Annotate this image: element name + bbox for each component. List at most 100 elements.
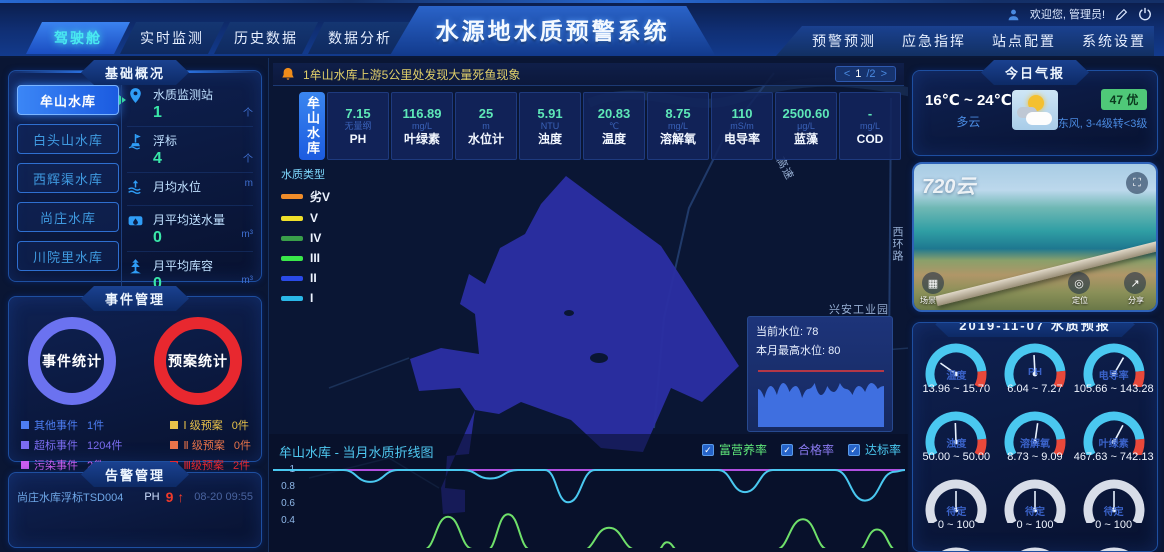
reservoir-button-西辉渠水库[interactable]: 西辉渠水库 bbox=[17, 163, 119, 193]
gauge-arc bbox=[1021, 547, 1049, 551]
legend-value: 1204件 bbox=[87, 440, 123, 452]
metric-name: COD bbox=[856, 131, 884, 146]
panorama-image[interactable] bbox=[914, 164, 1156, 310]
quality-swatch bbox=[281, 194, 303, 199]
legend-label: Ⅱ 级预案 bbox=[183, 440, 225, 452]
panel-title-basic-overview: 基础概况 bbox=[81, 60, 189, 85]
map-label-ring-road: 西环路 bbox=[891, 226, 903, 262]
pager-prev-icon[interactable]: < bbox=[843, 68, 851, 80]
reservoir-button-川院里水库[interactable]: 川院里水库 bbox=[17, 241, 119, 271]
legend-toggle-合格率[interactable]: ✓ 合格率 bbox=[780, 441, 834, 458]
water-quality-legend: 水质类型 劣V V IV III II I bbox=[281, 166, 330, 311]
vr-view-icon[interactable]: ⛶ bbox=[1126, 172, 1148, 194]
water-level-icon bbox=[127, 178, 145, 201]
legend-toggle-富营养率[interactable]: ✓ 富营养率 bbox=[701, 441, 767, 458]
metric-name: 浊度 bbox=[537, 131, 562, 146]
reservoir-button-牟山水库[interactable]: 牟山水库 bbox=[17, 85, 119, 115]
metric-value: 20.83 bbox=[597, 105, 631, 121]
nav-tab-数据分析[interactable]: 数据分析 bbox=[308, 22, 412, 54]
gauge-叶绿素: 叶绿素 467.63 ~ 742.13 bbox=[1073, 405, 1154, 469]
quality-level-V: V bbox=[281, 211, 330, 225]
legend-toggle-达标率[interactable]: ✓ 达标率 bbox=[847, 441, 901, 458]
legend-label: 富营养率 bbox=[718, 443, 767, 457]
station-name-tag[interactable]: 牟山水库 bbox=[299, 92, 325, 160]
panel-title-alarms: 告警管理 bbox=[81, 462, 189, 487]
metric-unit: μg/L bbox=[797, 120, 815, 131]
nav-tab-实时监测[interactable]: 实时监测 bbox=[120, 22, 224, 54]
water-level-chart bbox=[758, 370, 884, 427]
legend-其他事件: 其他事件 1件 bbox=[21, 417, 122, 433]
legend-swatch bbox=[170, 421, 179, 429]
quality-label: IV bbox=[310, 231, 322, 245]
gauge-arc bbox=[925, 343, 987, 387]
gauge-arc bbox=[1083, 411, 1145, 455]
stat-unit: m³ bbox=[241, 229, 253, 240]
pager-next-icon[interactable]: > bbox=[880, 68, 887, 80]
quality-level-劣V: 劣V bbox=[281, 188, 330, 205]
stat-body: 月平均库容 0 m³ bbox=[153, 257, 253, 293]
nav-tab-预警预测[interactable]: 预警预测 bbox=[812, 33, 876, 49]
stat-label: 月平均送水量 bbox=[153, 213, 226, 227]
stat-unit: m bbox=[244, 178, 253, 189]
stat-value: 0 bbox=[153, 275, 162, 292]
nav-tab-历史数据[interactable]: 历史数据 bbox=[214, 22, 318, 54]
gauge-待定: 待定 0 ~ 100 bbox=[917, 473, 996, 537]
quality-swatch bbox=[281, 275, 303, 281]
header-bar: 驾驶舱 实时监测 历史数据 数据分析 水源地水质预警系统 欢迎您, 管理员! 预警预测… bbox=[0, 0, 1164, 58]
chart-legend: ✓ 富营养率 ✓ 合格率 ✓ 达标率 bbox=[701, 441, 901, 458]
stat-水质监测站: 水质监测站 1 个 bbox=[127, 81, 253, 127]
metric-name: 水位计 bbox=[467, 131, 504, 146]
gauge-溶解氧: 溶解氧 8.73 ~ 9.09 bbox=[996, 405, 1075, 469]
stat-body: 月均水位 m bbox=[153, 178, 253, 196]
checkbox-icon[interactable]: ✓ bbox=[847, 443, 860, 456]
island bbox=[564, 310, 574, 316]
gauge-range: 8.73 ~ 9.09 bbox=[1007, 451, 1063, 463]
checkbox-icon[interactable]: ✓ bbox=[701, 443, 714, 456]
nav-tab-系统设置[interactable]: 系统设置 bbox=[1082, 33, 1146, 49]
series-达标率 bbox=[273, 469, 905, 504]
app-title-plate: 水源地水质预警系统 bbox=[389, 6, 716, 56]
reservoir-button-白头山水库[interactable]: 白头山水库 bbox=[17, 124, 119, 154]
gauge-range: 467.63 ~ 742.13 bbox=[1073, 451, 1154, 463]
y-tick: 0.8 bbox=[281, 481, 295, 492]
edit-icon[interactable] bbox=[1115, 8, 1128, 21]
checkbox-icon[interactable]: ✓ bbox=[780, 443, 793, 456]
map-area[interactable]: 高速 西环路 兴安工业园 1牟山水库上游5公里处发现大量死鱼现象 < 1/2 >… bbox=[268, 58, 908, 552]
scene-icon[interactable]: ▦ bbox=[922, 272, 944, 294]
alarm-param: PH bbox=[144, 491, 160, 503]
metric-value: 2500.60 bbox=[782, 105, 830, 121]
quality-label: I bbox=[310, 291, 314, 305]
gauge-温度: 温度 13.96 ~ 15.70 bbox=[917, 337, 996, 401]
alarm-value: 9 ↑ bbox=[165, 489, 185, 505]
gauge-label: 浊度 bbox=[946, 439, 967, 450]
nav-tab-应急指挥[interactable]: 应急指挥 bbox=[902, 33, 966, 49]
nav-tab-驾驶舱[interactable]: 驾驶舱 bbox=[26, 22, 130, 54]
panel-panorama[interactable]: 720云 ⛶ ▦ 场景 ◎ 定位 ↗ 分享 bbox=[912, 162, 1158, 312]
stat-body: 浮标 4 个 bbox=[153, 132, 253, 168]
locate-icon[interactable]: ◎ bbox=[1068, 272, 1090, 294]
gauge-浊度: 浊度 50.00 ~ 50.00 bbox=[917, 405, 996, 469]
legend-Ⅰ 级预案: Ⅰ 级预案 0件 bbox=[170, 417, 251, 433]
power-icon[interactable] bbox=[1138, 7, 1152, 21]
gauge-grid: 温度 13.96 ~ 15.70 PH 6.04 ~ 7.27 电导率 105.66 ~ … bbox=[913, 323, 1157, 551]
metric-value: 110 bbox=[731, 105, 753, 121]
reservoir-button-尚庄水库[interactable]: 尚庄水库 bbox=[17, 202, 119, 232]
metric-name: 温度 bbox=[601, 131, 626, 146]
max-level-label: 本月最高水位: bbox=[756, 345, 826, 357]
stat-月平均库容: 月平均库容 0 m³ bbox=[127, 252, 253, 297]
alarm-list: 尚庄水库浮标TSD004 PH 9 ↑ 08-20 09:55 bbox=[9, 473, 261, 505]
gauge-PH: PH 6.04 ~ 7.27 bbox=[996, 337, 1075, 401]
quality-level-I: I bbox=[281, 291, 330, 305]
stat-body: 水质监测站 1 个 bbox=[153, 86, 253, 122]
stat-unit: 个 bbox=[243, 154, 253, 165]
reservoir-polygon[interactable] bbox=[410, 176, 739, 452]
gauge-label: 温度 bbox=[946, 371, 967, 382]
alarm-row[interactable]: 尚庄水库浮标TSD004 PH 9 ↑ 08-20 09:55 bbox=[9, 473, 261, 505]
gauge-label: 叶绿素 bbox=[1098, 439, 1129, 450]
primary-nav-left: 驾驶舱 实时监测 历史数据 数据分析 bbox=[26, 22, 402, 54]
y-tick: 0.4 bbox=[281, 515, 295, 526]
nav-tab-站点配置[interactable]: 站点配置 bbox=[992, 33, 1056, 49]
gauge-待定: 待定 0 ~ 100 bbox=[996, 473, 1075, 537]
share-icon[interactable]: ↗ bbox=[1124, 272, 1146, 294]
